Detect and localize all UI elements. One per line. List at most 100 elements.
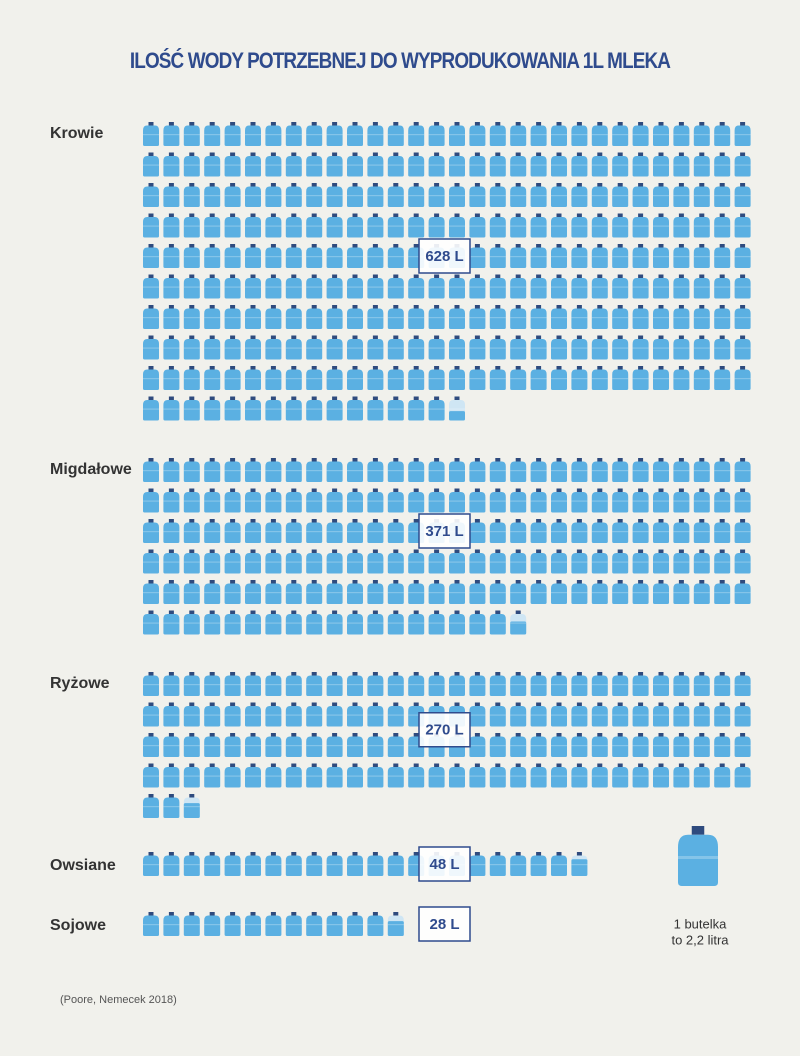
bottle-body (367, 156, 384, 177)
bottle-cap (597, 519, 603, 523)
bottle-body (714, 186, 731, 207)
bottle-band (265, 225, 282, 227)
bottle-band (449, 164, 465, 166)
bottle-body (143, 461, 159, 482)
bottle-band (265, 622, 282, 624)
bottle (224, 183, 241, 207)
bottle-band (183, 378, 200, 380)
bottle-body (224, 308, 241, 329)
bottle-cap (168, 580, 174, 584)
bottle-cap (617, 580, 623, 584)
bottle (306, 122, 323, 146)
bottle-body (673, 217, 690, 238)
bottle-cap (434, 152, 440, 156)
bottle (530, 305, 547, 329)
bottle (591, 458, 608, 482)
bottle-cap (719, 335, 725, 339)
bottle-band (530, 195, 547, 197)
bottle-cap (719, 122, 725, 126)
bottle-band (489, 592, 506, 594)
bottle-body (591, 186, 608, 207)
bottle-cap (740, 244, 746, 248)
bottle (673, 305, 690, 329)
bottle-band (204, 745, 221, 747)
bottle-body (530, 583, 547, 604)
bottle-body (204, 767, 221, 788)
bottle-cap (454, 580, 460, 584)
bottle-cap (189, 549, 195, 553)
bottle-band (693, 134, 710, 136)
bottle-body (183, 186, 200, 207)
bottle-body (510, 369, 527, 390)
bottle-band (204, 256, 221, 258)
bottle-cap (597, 335, 603, 339)
bottle (653, 122, 669, 146)
bottle-cap (393, 912, 399, 916)
bottle-cap (597, 244, 603, 248)
bottle-band (163, 561, 180, 563)
bottle-band (551, 347, 567, 349)
bottle (326, 519, 343, 543)
bottle-body (367, 855, 384, 876)
bottle-band (612, 378, 629, 380)
bottle-band (469, 622, 486, 624)
bottle-band (245, 684, 261, 686)
bottle (265, 733, 282, 757)
bottle-band (469, 195, 486, 197)
bottle-body (551, 278, 567, 299)
bottle (714, 305, 731, 329)
bottle-band (306, 714, 323, 716)
bottle (571, 152, 588, 177)
bottle-band (408, 164, 425, 166)
bottle-cap (413, 213, 419, 217)
bottle-body (408, 339, 425, 360)
bottle (367, 335, 384, 360)
bottle (632, 549, 649, 574)
bottle-band (306, 408, 323, 410)
bottle-band (510, 622, 527, 624)
bottle-body (530, 855, 547, 876)
bottle (326, 152, 343, 177)
bottle (714, 183, 731, 207)
bottle-cap (413, 305, 419, 309)
bottle (183, 702, 200, 727)
bottle-band (612, 500, 629, 502)
bottle (224, 305, 241, 329)
bottle-group (143, 458, 751, 635)
bottle-fill (183, 803, 200, 818)
bottle (347, 274, 363, 299)
bottle-band (653, 470, 669, 472)
bottle (510, 610, 527, 635)
bottle-band (469, 134, 486, 136)
bottle-body (163, 522, 180, 543)
bottle-body (449, 217, 465, 238)
bottle-cap (515, 122, 521, 126)
bottle-cap (311, 672, 317, 676)
bottle-cap (372, 852, 378, 856)
bottle-cap (168, 672, 174, 676)
bottle-cap (230, 519, 236, 523)
bottle-band (265, 378, 282, 380)
bottle-band (285, 684, 302, 686)
bottle-body (306, 675, 323, 696)
bottle-band (612, 531, 629, 533)
bottle (734, 213, 751, 238)
bottle-band (183, 225, 200, 227)
bottle-cap (230, 488, 236, 492)
bottle-band (734, 225, 751, 227)
bottle-band (693, 256, 710, 258)
bottle-band (204, 864, 221, 866)
bottle-cap (515, 733, 521, 737)
bottle (143, 702, 159, 727)
bottle-band (734, 745, 751, 747)
bottle (285, 152, 302, 177)
bottle-cap (740, 183, 746, 187)
bottle-band (428, 195, 445, 197)
bottle (510, 702, 527, 727)
bottle (408, 396, 425, 421)
bottle (367, 274, 384, 299)
bottle (489, 366, 506, 390)
bottle-body (734, 217, 751, 238)
bottle-body (347, 247, 363, 268)
bottle (673, 274, 690, 299)
